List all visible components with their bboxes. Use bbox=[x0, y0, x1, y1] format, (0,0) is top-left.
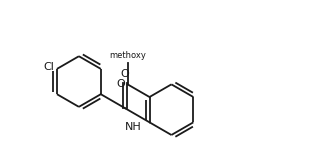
Text: NH: NH bbox=[125, 122, 142, 132]
Text: O: O bbox=[121, 69, 129, 79]
Text: Cl: Cl bbox=[43, 62, 54, 72]
Text: O: O bbox=[117, 79, 125, 89]
Text: methoxy: methoxy bbox=[109, 51, 146, 60]
